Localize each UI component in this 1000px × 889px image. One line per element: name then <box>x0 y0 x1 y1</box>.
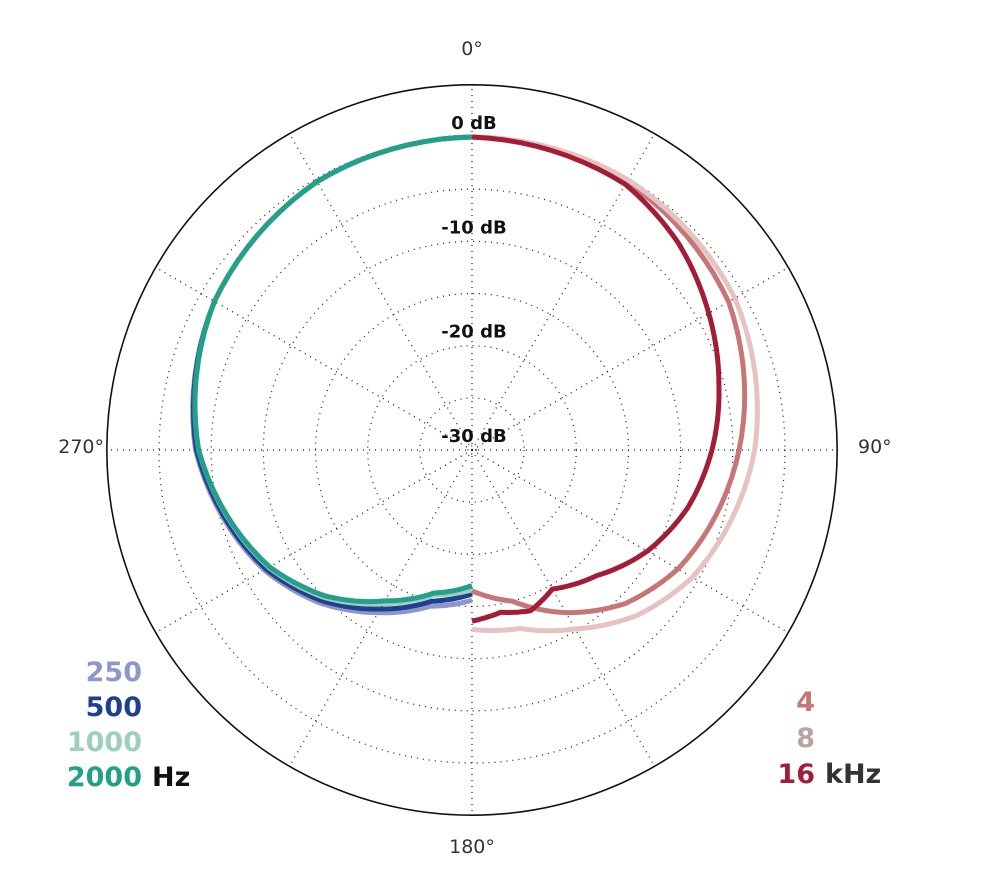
grid-ring <box>367 345 577 555</box>
legend-entry-8: 8 <box>796 723 815 754</box>
radial-label: 0 dB <box>451 113 496 134</box>
curve-2000 <box>192 134 473 605</box>
legend-entry-250: 250 <box>86 657 142 688</box>
outer-ring <box>106 84 838 816</box>
grid-ring <box>419 397 525 503</box>
curve-8 <box>471 134 760 634</box>
curve-250 <box>190 134 473 616</box>
angle-label-90: 90° <box>858 436 892 458</box>
angle-label-0: 0° <box>461 38 483 60</box>
curve-4 <box>471 134 748 616</box>
legend-entry-2000: 2000 <box>67 762 142 793</box>
legend-unit: kHz <box>825 759 881 790</box>
grid-ring <box>210 188 734 712</box>
grid-spoke <box>288 449 473 767</box>
legend-entry-1000: 1000 <box>67 727 142 758</box>
grid-spoke <box>471 449 656 767</box>
grid-spoke <box>155 449 473 634</box>
polar-curves <box>190 134 760 634</box>
curve-1000 <box>192 134 473 607</box>
legend-entry-4: 4 <box>796 687 815 718</box>
radial-label: -30 dB <box>441 426 506 447</box>
grid-spoke <box>471 449 789 634</box>
radial-label: -20 dB <box>441 322 506 343</box>
grid-spoke <box>471 266 789 451</box>
grid-spoke <box>471 133 656 451</box>
curve-16 <box>471 134 722 624</box>
grid-spoke <box>155 266 473 451</box>
axis-labels: 0° 90° 180° 270° 0 dB -10 dB -20 dB -30 dB <box>58 38 891 858</box>
grid-ring <box>262 240 682 660</box>
radial-label: -10 dB <box>441 217 506 238</box>
grid-spoke <box>288 133 473 451</box>
angle-label-180: 180° <box>449 836 495 858</box>
polar-grid <box>106 84 838 816</box>
angle-label-270: 270° <box>58 436 104 458</box>
legend-entry-500: 500 <box>86 692 142 723</box>
legend-entry-16: 16 <box>777 759 815 790</box>
legend-unit: Hz <box>152 762 190 793</box>
legends: 250 500 1000 2000 Hz 4 8 16 kHz <box>67 657 881 793</box>
grid-ring <box>467 445 477 455</box>
